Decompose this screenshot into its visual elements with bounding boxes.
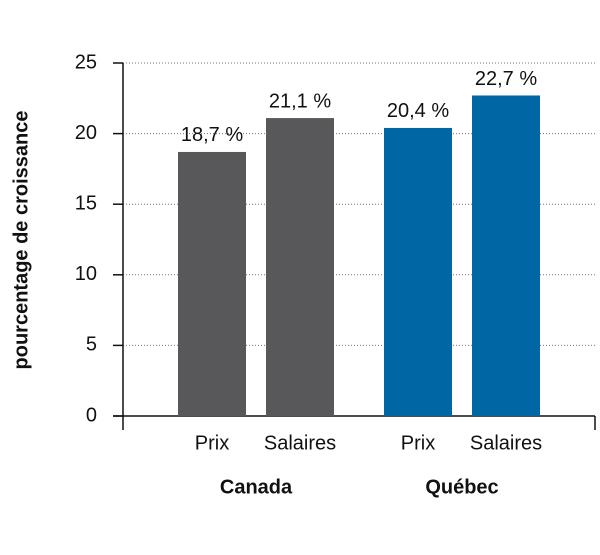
bar	[266, 118, 334, 417]
y-tick-label: 15	[75, 192, 97, 214]
group-label: Canada	[220, 476, 293, 498]
group-label: Québec	[425, 476, 498, 498]
y-tick-label: 5	[86, 334, 97, 356]
bar	[384, 127, 452, 417]
x-tick-label: Prix	[195, 432, 229, 454]
y-tick-label: 25	[75, 51, 97, 73]
bar	[472, 95, 540, 416]
bar	[178, 151, 246, 416]
value-label: 20,4 %	[387, 100, 449, 122]
x-tick-label: Salaires	[470, 432, 542, 454]
value-label: 18,7 %	[181, 124, 243, 146]
value-label: 22,7 %	[475, 68, 537, 90]
y-tick-label: 10	[75, 263, 97, 285]
y-tick-label: 0	[86, 404, 97, 426]
value-label: 21,1 %	[269, 90, 331, 112]
y-axis-label: pourcentage de croissance	[10, 111, 32, 370]
y-tick-label: 20	[75, 122, 97, 144]
x-tick-label: Prix	[401, 432, 435, 454]
x-tick-label: Salaires	[264, 432, 336, 454]
